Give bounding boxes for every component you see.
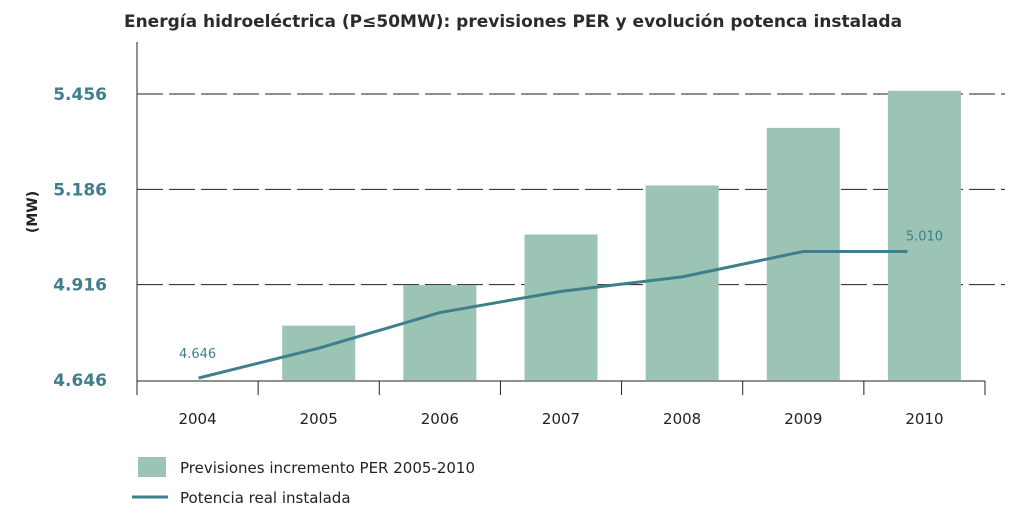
line-series (198, 249, 908, 380)
bar (766, 127, 840, 380)
y-tick-label: 5.456 (53, 85, 107, 105)
legend: Previsiones incremento PER 2005-2010 Pot… (132, 457, 475, 507)
y-axis-label: (MW) (25, 191, 41, 233)
line-path (198, 249, 908, 380)
legend-swatch-bars (138, 457, 166, 477)
bar (524, 234, 598, 380)
y-tick-label: 4.916 (53, 276, 107, 296)
bar (887, 90, 961, 381)
bar (282, 325, 356, 380)
x-tick-label: 2007 (542, 410, 580, 428)
tick-labels: 4.646 4.916 5.186 5.456 4.646 5.010 2004 2005 20… (53, 85, 943, 428)
chart-title: Energía hidroeléctrica (P≤50MW): previsi… (124, 12, 902, 32)
x-tick-label: 2005 (300, 410, 338, 428)
x-tick-label: 2006 (421, 410, 459, 428)
bar (645, 185, 719, 380)
y-tick-label: 5.186 (53, 180, 107, 200)
x-tick-label: 2008 (663, 410, 701, 428)
bar-series (282, 90, 961, 381)
data-label-last: 5.010 (906, 229, 943, 244)
x-tick-label: 2010 (905, 410, 943, 428)
x-tick-label: 2009 (784, 410, 822, 428)
x-tick-label: 2004 (178, 410, 216, 428)
axes (136, 42, 986, 395)
y-tick-label: 4.646 (53, 371, 107, 391)
bar (403, 285, 477, 380)
legend-label-bars: Previsiones incremento PER 2005-2010 (180, 459, 475, 477)
legend-label-line: Potencia real instalada (180, 489, 351, 507)
data-label-first: 4.646 (179, 347, 216, 362)
